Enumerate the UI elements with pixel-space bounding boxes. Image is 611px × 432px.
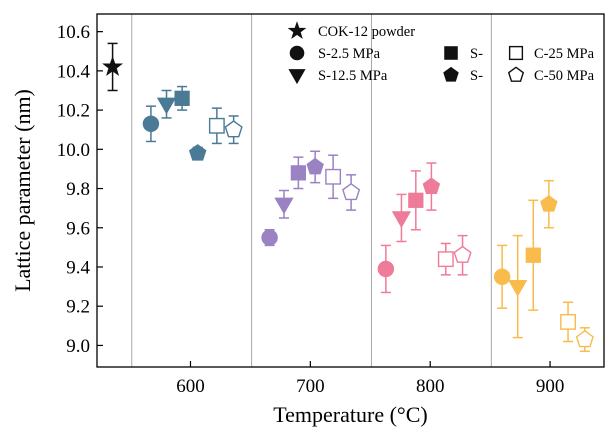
marker-square (325, 168, 342, 185)
data-point-700-circle (261, 228, 278, 247)
data-point-700-pentagon (306, 150, 324, 184)
marker-square (437, 251, 454, 268)
data-point-800-pentagon (453, 234, 472, 276)
legend-entry: C-50 MPa (507, 66, 595, 84)
legend-marker-pentagon (507, 66, 525, 82)
y-tick-label: 10.0 (57, 140, 90, 161)
legend-label: S- (470, 68, 483, 84)
data-point-800-square (437, 242, 454, 276)
data-point-600-circle (142, 105, 160, 143)
marker-circle (493, 268, 511, 286)
data-point-700-square (290, 156, 306, 190)
legend-entry: S- (443, 66, 483, 84)
y-tick-label: 9.4 (66, 257, 90, 278)
marker-triangle-down (391, 211, 412, 229)
legend-entry: S-2.5 MPa (289, 45, 381, 62)
marker-square (290, 165, 306, 181)
data-point-800-triangle-down (391, 193, 412, 243)
data-point-900-pentagon (575, 327, 594, 353)
y-tick-label: 9.8 (66, 179, 90, 200)
marker-pentagon (422, 177, 441, 194)
y-tick-label: 9.0 (66, 336, 90, 357)
data-point-600-square (208, 107, 225, 145)
legend-marker-star (287, 21, 307, 39)
y-axis-label: Lattice parameter (nm) (10, 89, 35, 292)
y-tick-label: 10.6 (57, 22, 90, 43)
legend-marker-square (444, 46, 458, 60)
legend-label: COK-12 powder (318, 24, 415, 40)
marker-star (102, 55, 124, 76)
marker-pentagon (188, 144, 207, 161)
data-point-900-square (525, 199, 541, 311)
group-separators (131, 14, 492, 367)
marker-square (208, 117, 225, 134)
marker-circle (261, 229, 278, 246)
x-tick-label: 800 (416, 376, 445, 397)
x-tick-label: 600 (176, 376, 205, 397)
legend-label: C-50 MPa (534, 68, 595, 84)
axis-ticks: 600 700 800 900 9.0 9.2 9.4 9.6 9.8 10.0 10.2 10.4 1… (57, 22, 565, 397)
marker-triangle-down (156, 97, 177, 115)
x-tick-label: 700 (296, 376, 325, 397)
legend-label: C-25 MPa (534, 46, 595, 62)
legend-marker-pentagon (443, 66, 459, 82)
y-tick-label: 9.6 (66, 218, 90, 239)
legend-label: S-2.5 MPa (318, 46, 381, 62)
data-point-900-pentagon (540, 179, 558, 229)
y-tick-label: 10.4 (57, 61, 91, 82)
y-tick-label: 9.2 (66, 297, 90, 318)
data-point-900-circle (493, 244, 511, 309)
legend-entry: S-12.5 MPa (288, 68, 388, 85)
y-tick-label: 10.2 (57, 101, 90, 122)
marker-triangle-down (274, 197, 294, 215)
x-axis-label: Temperature (°C) (273, 402, 427, 427)
data-point-600-pentagon (224, 115, 243, 145)
legend-label: S-12.5 MPa (318, 68, 388, 84)
marker-triangle-down (508, 279, 528, 297)
marker-square (408, 192, 424, 208)
legend-marker-circle (289, 45, 305, 61)
marker-square (560, 313, 576, 330)
marker-pentagon (306, 157, 324, 175)
marker-pentagon (453, 245, 472, 263)
plot-frame (96, 13, 605, 368)
marker-square (174, 90, 190, 106)
legend-entry: C-25 MPa (508, 45, 595, 62)
data-point-700-square (325, 154, 342, 200)
marker-circle (377, 260, 395, 278)
data-point-800-square (408, 170, 424, 231)
legend-label: S- (470, 46, 483, 62)
data-point-900-square (560, 301, 576, 343)
data-point-700-triangle-down (274, 189, 294, 219)
data-point-800-pentagon (422, 162, 441, 211)
data-point-600-pentagon (188, 144, 207, 161)
legend-entry: S- (444, 46, 483, 62)
data-point-900-triangle-down (508, 234, 528, 339)
data-point-800-circle (377, 244, 395, 294)
marker-pentagon (540, 195, 558, 212)
legend: COK-12 powder S-2.5 MPa S-12.5 MPa S- S- C-25… (287, 21, 595, 85)
marker-pentagon (224, 120, 243, 138)
data-point-powder-star (102, 42, 124, 92)
x-tick-label: 900 (536, 376, 565, 397)
data-points (102, 42, 594, 353)
data-point-600-square (174, 85, 190, 111)
marker-square (525, 247, 541, 263)
marker-pentagon (342, 182, 361, 201)
marker-pentagon (575, 330, 594, 348)
legend-marker-square (508, 45, 524, 61)
marker-circle (142, 115, 160, 133)
legend-entry: COK-12 powder (287, 21, 415, 40)
data-point-600-triangle-down (156, 89, 177, 119)
legend-marker-triangle-down (288, 69, 306, 85)
data-point-700-pentagon (342, 174, 361, 211)
